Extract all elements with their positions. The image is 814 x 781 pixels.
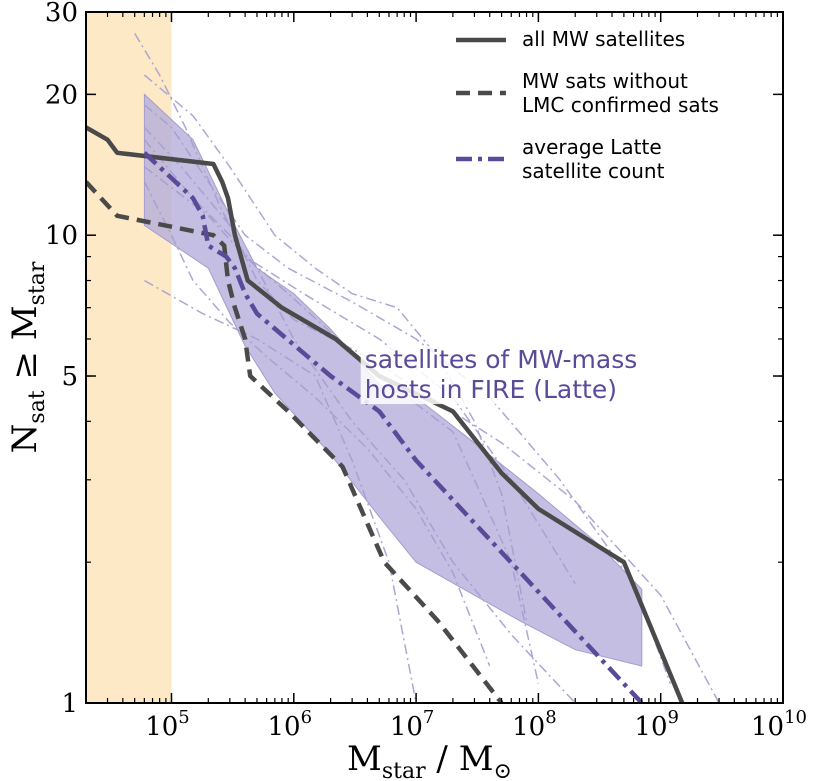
series-line-host-4 <box>143 181 491 667</box>
plot-frame <box>85 11 784 704</box>
series-line-host-5 <box>144 279 417 703</box>
series-line-mw-sats-without-lmc-confirmed-sats <box>86 180 504 703</box>
series-line-host-6 <box>143 166 540 684</box>
series-line-all-mw-satellites <box>86 125 685 703</box>
legend-label-1: all MW satellites <box>522 27 685 51</box>
series-line-host-8 <box>143 139 576 703</box>
x-tick-label: 106 <box>268 707 313 742</box>
y-tick-label: 10 <box>45 221 78 251</box>
x-axis-title: Mstar / M⊙ <box>347 739 512 781</box>
y-axis-title: Nsat ≥ Mstar <box>5 261 50 453</box>
series-line-host-1 <box>134 33 576 584</box>
legend-label-3: average Latte <box>522 135 662 159</box>
legend-label-2: LMC confirmed sats <box>522 93 719 117</box>
legend-label-2: MW sats without <box>522 69 688 93</box>
annotation-text: hosts in FIRE (Latte) <box>365 375 617 404</box>
x-tick-label: 1010 <box>751 707 807 742</box>
satellite-range-band <box>143 93 643 667</box>
x-tick-label: 108 <box>512 707 557 742</box>
annotation-background <box>360 346 661 405</box>
x-tick-label: 109 <box>634 707 679 742</box>
legend-label-3: satellite count <box>522 159 665 183</box>
x-tick-label: 105 <box>145 707 190 742</box>
y-tick-label: 5 <box>61 362 78 392</box>
series-line-average-latte-satellite-count <box>142 151 644 703</box>
annotation-text: satellites of MW-mass <box>365 345 638 374</box>
y-tick-label: 20 <box>45 80 78 110</box>
series-line-host-7 <box>143 74 528 621</box>
x-tick-label: 107 <box>390 707 435 742</box>
y-tick-label: 1 <box>61 689 78 719</box>
axes: 105 106 107 108 109 1010 1 5 10 20 30 Mstar / M⊙ Nsa… <box>5 0 807 781</box>
y-tick-label: 30 <box>45 0 78 28</box>
